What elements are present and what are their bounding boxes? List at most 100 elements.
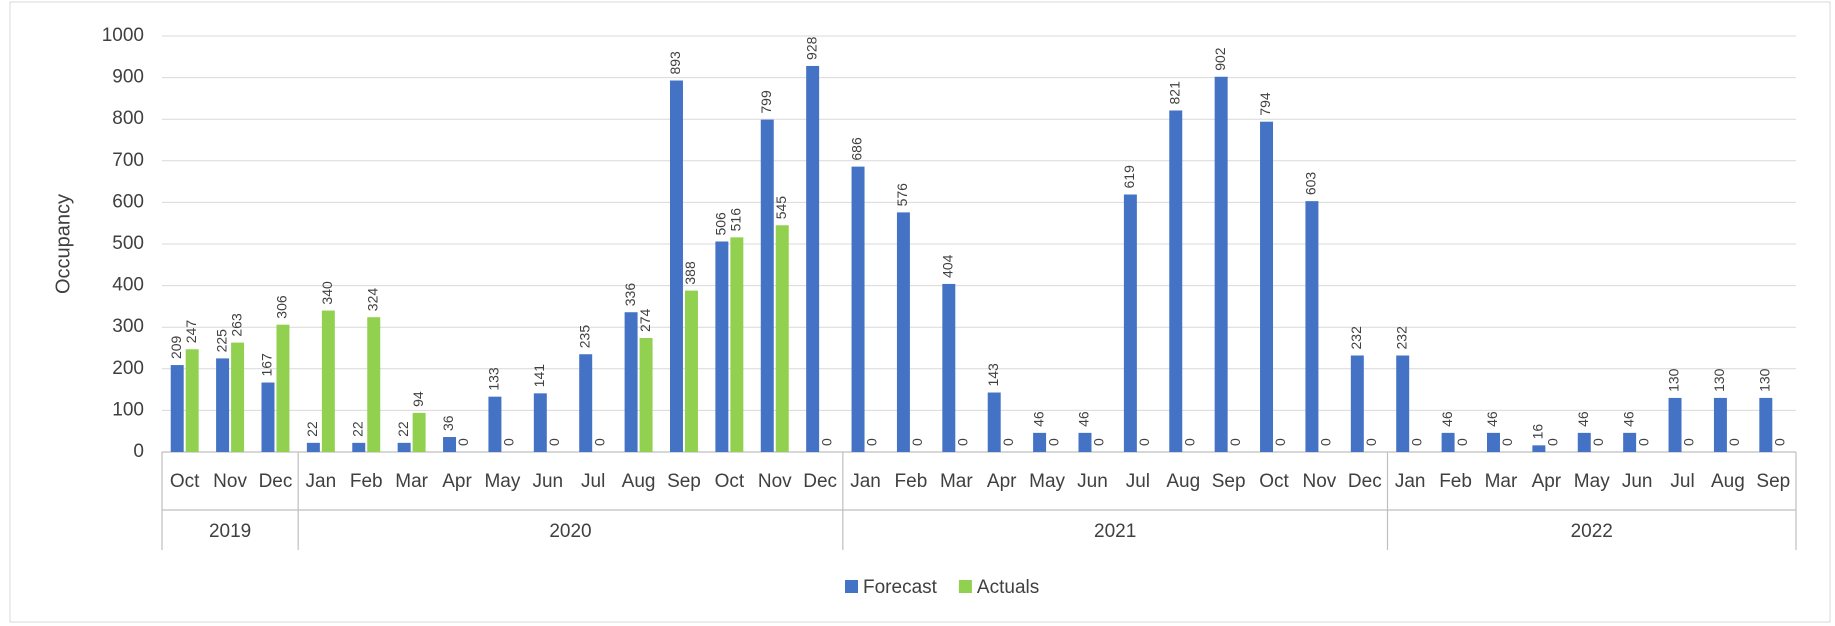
data-label: 133 — [486, 367, 502, 391]
bar — [669, 80, 683, 453]
data-label: 46 — [1575, 411, 1591, 427]
data-label: 603 — [1303, 172, 1319, 196]
x-tick-label: Sep — [1212, 471, 1246, 492]
data-label: 545 — [773, 196, 789, 220]
data-label: 167 — [259, 353, 275, 377]
x-tick-label: Jul — [1126, 471, 1150, 492]
data-label: 209 — [168, 335, 184, 359]
bar — [987, 392, 1001, 452]
bar — [170, 365, 184, 452]
x-tick-label: Mar — [940, 471, 973, 492]
y-tick-label: 600 — [112, 191, 144, 212]
y-tick-label: 500 — [112, 233, 144, 254]
data-label: 404 — [940, 254, 956, 278]
x-tick-label: Feb — [350, 471, 383, 492]
bar — [1668, 397, 1682, 452]
x-tick-label: Feb — [895, 471, 928, 492]
y-tick-label: 800 — [112, 108, 144, 129]
bar — [216, 358, 230, 452]
data-label: 340 — [319, 281, 335, 305]
data-label: 0 — [1318, 438, 1334, 446]
x-tick-label: Jun — [1077, 471, 1108, 492]
y-tick-label: 1000 — [102, 25, 144, 46]
x-tick-label: Oct — [1259, 471, 1289, 492]
bar — [1486, 432, 1500, 452]
data-label: 0 — [1363, 438, 1379, 446]
data-label: 0 — [1000, 438, 1016, 446]
bar — [488, 396, 502, 452]
legend-swatch — [845, 580, 858, 593]
bar — [397, 442, 411, 452]
data-label: 36 — [440, 415, 456, 431]
bar — [185, 349, 199, 452]
bar — [1623, 432, 1637, 452]
data-label: 0 — [1454, 438, 1470, 446]
group-label: 2020 — [549, 521, 591, 542]
data-label: 46 — [1439, 411, 1455, 427]
data-label: 336 — [622, 283, 638, 307]
bar — [367, 317, 381, 452]
data-label: 0 — [1545, 438, 1561, 446]
data-label: 0 — [1045, 438, 1061, 446]
bar — [1123, 194, 1137, 452]
data-label: 0 — [1181, 438, 1197, 446]
x-tick-label: Jan — [1395, 471, 1426, 492]
group-label: 2022 — [1571, 521, 1613, 542]
y-tick-label: 200 — [112, 358, 144, 379]
bar — [1577, 432, 1591, 452]
bar — [715, 241, 729, 452]
x-tick-label: Aug — [622, 471, 656, 492]
bar — [684, 290, 698, 452]
data-label: 46 — [1484, 411, 1500, 427]
y-tick-label: 400 — [112, 275, 144, 296]
bar — [321, 310, 335, 452]
data-label: 0 — [1136, 438, 1152, 446]
bar — [730, 237, 744, 452]
data-label: 130 — [1666, 368, 1682, 392]
bar — [806, 65, 820, 453]
data-label: 263 — [228, 313, 244, 337]
data-label: 506 — [713, 212, 729, 236]
data-label: 516 — [728, 208, 744, 232]
data-label: 0 — [546, 438, 562, 446]
data-label: 794 — [1257, 92, 1273, 116]
bar — [1350, 355, 1364, 452]
data-label: 388 — [682, 261, 698, 285]
bar — [412, 412, 426, 452]
data-label: 247 — [183, 320, 199, 344]
data-label: 0 — [455, 438, 471, 446]
data-label: 799 — [758, 90, 774, 114]
bar — [533, 393, 547, 452]
bar — [851, 166, 865, 452]
x-tick-label: Jun — [532, 471, 563, 492]
bar — [1033, 432, 1047, 452]
x-tick-label: Oct — [715, 471, 745, 492]
data-label: 232 — [1348, 326, 1364, 350]
data-label: 576 — [894, 183, 910, 207]
x-tick-label: May — [1574, 471, 1610, 492]
bar — [639, 338, 653, 452]
data-label: 46 — [1620, 411, 1636, 427]
data-label: 0 — [1408, 438, 1424, 446]
x-tick-label: Nov — [213, 471, 247, 492]
x-tick-label: Jan — [850, 471, 881, 492]
x-tick-label: Aug — [1166, 471, 1200, 492]
data-label: 0 — [909, 438, 925, 446]
bar — [579, 354, 593, 452]
data-label: 902 — [1212, 47, 1228, 71]
x-tick-label: Jul — [1670, 471, 1694, 492]
data-label: 22 — [395, 421, 411, 437]
data-label: 324 — [364, 288, 380, 312]
x-tick-label: Nov — [758, 471, 792, 492]
data-label: 0 — [1681, 438, 1697, 446]
y-tick-label: 0 — [133, 441, 144, 462]
bar — [231, 342, 245, 452]
legend-label: Actuals — [977, 577, 1039, 598]
group-label: 2019 — [209, 521, 251, 542]
bar — [1305, 201, 1319, 452]
bar — [1396, 355, 1410, 452]
bar — [276, 324, 290, 452]
y-axis-title: Occupancy — [52, 194, 74, 294]
data-label: 0 — [1726, 438, 1742, 446]
